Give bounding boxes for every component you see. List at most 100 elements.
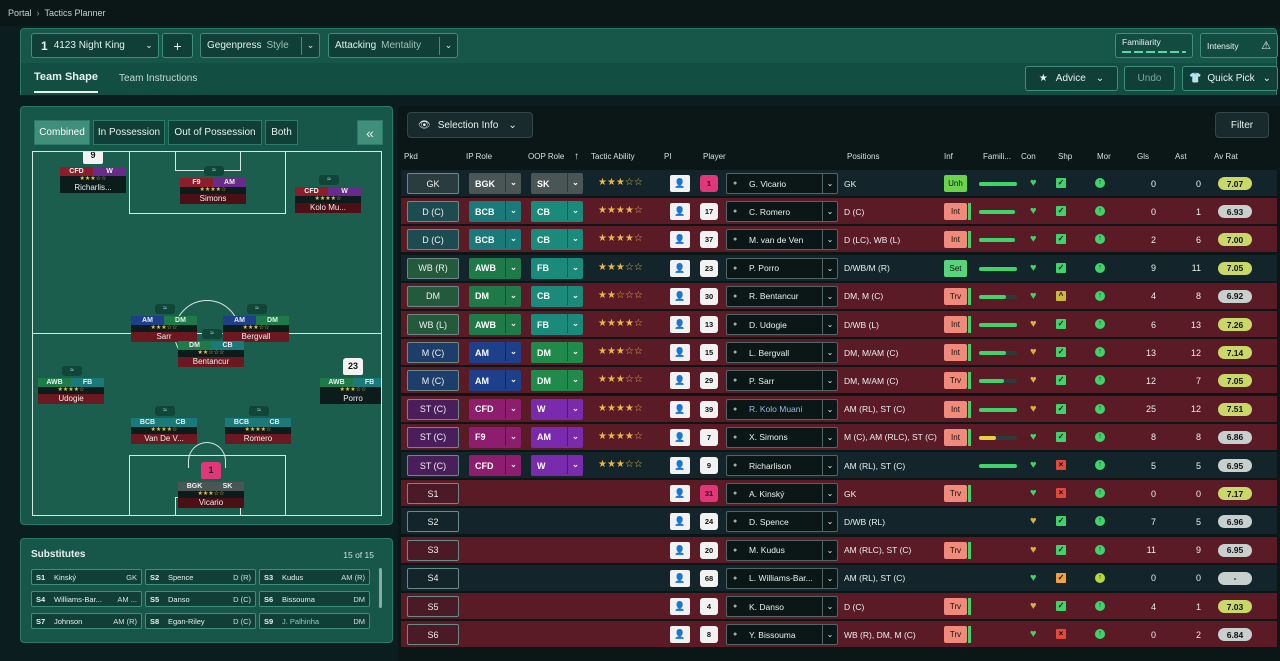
ip-role-select[interactable]: F9 ⌄	[469, 426, 521, 448]
player-instructions-button[interactable]: 👤	[670, 598, 690, 615]
player-select[interactable]: ● P. Sarr ⌄	[726, 370, 838, 392]
player-select[interactable]: ● D. Spence ⌄	[726, 511, 838, 533]
quick-pick-button[interactable]: 👕 Quick Pick ⌄	[1182, 66, 1278, 91]
column-header-inf[interactable]: Inf	[944, 151, 953, 161]
ip-role-select[interactable]: CFD ⌄	[469, 455, 521, 476]
picked-position[interactable]: WB (L)	[407, 314, 459, 335]
column-header-avrat[interactable]: Av Rat	[1214, 151, 1238, 161]
pitch-player-card[interactable]: DM CB ★★☆☆☆ Bentancur	[178, 341, 244, 367]
filter-button[interactable]: Filter	[1215, 112, 1269, 138]
substitute-item[interactable]: S6 Bissouma DM	[259, 591, 370, 607]
substitute-item[interactable]: S8 Egan-Riley D (C)	[145, 613, 256, 629]
player-select[interactable]: ● C. Romero ⌄	[726, 201, 838, 223]
table-row[interactable]: ST (C) CFD ⌄ W ⌄ ★★★★☆ 👤 39 ● R. Kolo Muani ⌄ AM (R…	[401, 395, 1277, 423]
player-instructions-button[interactable]: 👤	[670, 372, 690, 390]
column-header-oop-role[interactable]: OOP Role	[528, 151, 565, 161]
column-header-player[interactable]: Player	[703, 151, 726, 161]
column-header-con[interactable]: Con	[1021, 151, 1036, 161]
oop-role-select[interactable]: SK ⌄	[531, 173, 583, 194]
player-select[interactable]: ● R. Kolo Muani ⌄	[726, 398, 838, 420]
pitch-player-card[interactable]: BGK SK ★★★☆☆ Vicario	[178, 482, 244, 508]
pitch-player-card[interactable]: AWB FB ★★★★☆ Udogie	[38, 378, 104, 404]
picked-position[interactable]: ST (C)	[407, 455, 459, 476]
player-instructions-button[interactable]: 👤	[670, 541, 690, 559]
player-select[interactable]: ● L. Williams-Bar... ⌄	[726, 567, 838, 589]
substitute-item[interactable]: S5 Danso D (C)	[145, 591, 256, 607]
pitch-player-card[interactable]: AWB FB ★★★☆☆ Porro	[320, 378, 381, 404]
oop-role-select[interactable]: CB ⌄	[531, 201, 583, 223]
oop-role-select[interactable]: CB ⌄	[531, 285, 583, 307]
substitute-item[interactable]: S4 Williams-Bar... AM ...	[31, 591, 142, 607]
familiarity-meter[interactable]: Familiarity	[1115, 33, 1193, 58]
picked-position[interactable]: S5	[407, 596, 459, 617]
pitch-player-card[interactable]: AM DM ★★★☆☆ Sarr	[131, 316, 197, 342]
player-select[interactable]: ● K. Danso ⌄	[726, 596, 838, 617]
column-header-shp[interactable]: Shp	[1058, 151, 1073, 161]
pitch-player-card[interactable]: AM DM ★★★☆☆ Bergvall	[223, 316, 289, 342]
intensity-meter[interactable]: Intensity ⚠	[1200, 33, 1278, 58]
oop-role-select[interactable]: AM ⌄	[531, 426, 583, 448]
table-row[interactable]: GK BGK ⌄ SK ⌄ ★★★☆☆ 👤 1 ● G. Vicario ⌄ GK Unh ♥ ✓ ↑ 0 0 7.…	[401, 170, 1277, 197]
pitch-player-card[interactable]: BCB CB ★★★★☆ Van De V...	[131, 418, 197, 444]
column-header-famili[interactable]: Famili...	[983, 151, 1011, 161]
player-instructions-button[interactable]: 👤	[670, 175, 690, 192]
table-row[interactable]: M (C) AM ⌄ DM ⌄ ★★★☆☆ 👤 15 ● L. Bergvall ⌄ DM, M/AM…	[401, 339, 1277, 367]
picked-position[interactable]: S4	[407, 567, 459, 589]
table-row[interactable]: ST (C) F9 ⌄ AM ⌄ ★★★★☆ 👤 7 ● X. Simons ⌄ M (C), AM …	[401, 423, 1277, 451]
table-row[interactable]: S2 👤 24 ● D. Spence ⌄ D/WB (RL) ♥ ✓ ↑ 7 5 6.96	[401, 508, 1277, 536]
ip-role-select[interactable]: BCB ⌄	[469, 229, 521, 251]
add-tactic-button[interactable]: +	[162, 33, 193, 58]
player-instructions-button[interactable]: 👤	[670, 316, 690, 333]
advice-button[interactable]: ★ Advice ⌄	[1025, 66, 1118, 91]
player-instructions-button[interactable]: 👤	[670, 203, 690, 221]
player-instructions-button[interactable]: 👤	[670, 428, 690, 446]
undo-button[interactable]: Undo	[1124, 66, 1175, 91]
style-selector[interactable]: Gegenpress Style ⌄	[200, 33, 320, 58]
ip-role-select[interactable]: AM ⌄	[469, 370, 521, 392]
player-select[interactable]: ● Richarlison ⌄	[726, 455, 838, 476]
table-row[interactable]: S3 👤 20 ● M. Kudus ⌄ AM (RLC), ST (C) Trv ♥ ✓ ↑ 11 9…	[401, 536, 1277, 564]
pitch-player-card[interactable]: CFD W ★★★☆☆ Richarlis...	[60, 167, 126, 193]
ip-role-select[interactable]: AWB ⌄	[469, 314, 521, 335]
view-in-possession[interactable]: In Possession	[93, 120, 165, 145]
oop-role-select[interactable]: FB ⌄	[531, 314, 583, 335]
column-header-ast[interactable]: Ast	[1175, 151, 1187, 161]
table-row[interactable]: WB (L) AWB ⌄ FB ⌄ ★★★★☆ 👤 13 ● D. Udogie ⌄ D/WB (L)…	[401, 311, 1277, 338]
oop-role-select[interactable]: W ⌄	[531, 455, 583, 476]
player-select[interactable]: ● P. Porro ⌄	[726, 257, 838, 279]
player-select[interactable]: ● X. Simons ⌄	[726, 426, 838, 448]
player-instructions-button[interactable]: 👤	[670, 485, 690, 503]
column-header-mor[interactable]: Mor	[1097, 151, 1111, 161]
table-row[interactable]: WB (R) AWB ⌄ FB ⌄ ★★★☆☆ 👤 23 ● P. Porro ⌄ D/WB/M (R…	[401, 254, 1277, 282]
substitutes-scrollbar[interactable]	[379, 568, 382, 608]
pitch-player-card[interactable]: BCB CB ★★★★☆ Romero	[225, 418, 291, 444]
ip-role-select[interactable]: DM ⌄	[469, 285, 521, 307]
column-header-ip-role[interactable]: IP Role	[466, 151, 493, 161]
ip-role-select[interactable]: BCB ⌄	[469, 201, 521, 223]
picked-position[interactable]: S2	[407, 511, 459, 533]
table-row[interactable]: M (C) AM ⌄ DM ⌄ ★★★☆☆ 👤 29 ● P. Sarr ⌄ DM, M/AM (C)…	[401, 367, 1277, 395]
ip-role-select[interactable]: AWB ⌄	[469, 257, 521, 279]
substitute-item[interactable]: S1 Kinský GK	[31, 569, 142, 585]
ip-role-select[interactable]: AM ⌄	[469, 342, 521, 364]
player-instructions-button[interactable]: 👤	[670, 287, 690, 305]
picked-position[interactable]: GK	[407, 173, 459, 194]
picked-position[interactable]: S1	[407, 483, 459, 505]
player-instructions-button[interactable]: 👤	[670, 569, 690, 587]
player-select[interactable]: ● G. Vicario ⌄	[726, 173, 838, 194]
table-row[interactable]: D (C) BCB ⌄ CB ⌄ ★★★★☆ 👤 37 ● M. van de Ven ⌄ D (LC…	[401, 226, 1277, 254]
player-select[interactable]: ● M. Kudus ⌄	[726, 539, 838, 561]
table-row[interactable]: ST (C) CFD ⌄ W ⌄ ★★★☆☆ 👤 9 ● Richarlison ⌄ AM (RL),…	[401, 452, 1277, 479]
player-instructions-button[interactable]: 👤	[670, 626, 690, 644]
player-select[interactable]: ● M. van de Ven ⌄	[726, 229, 838, 251]
picked-position[interactable]: D (C)	[407, 229, 459, 251]
player-instructions-button[interactable]: 👤	[670, 400, 690, 418]
ip-role-select[interactable]: BGK ⌄	[469, 173, 521, 194]
column-header-positions[interactable]: Positions	[847, 151, 880, 161]
picked-position[interactable]: ST (C)	[407, 398, 459, 420]
column-header-gls[interactable]: Gls	[1137, 151, 1149, 161]
substitute-item[interactable]: S9 J. Palhinha DM	[259, 613, 370, 629]
substitute-item[interactable]: S2 Spence D (R)	[145, 569, 256, 585]
table-row[interactable]: DM DM ⌄ CB ⌄ ★★☆☆☆ 👤 30 ● R. Bentancur ⌄ DM, M (C) T…	[401, 282, 1277, 310]
table-row[interactable]: S5 👤 4 ● K. Danso ⌄ D (C) Trv ♥ ✓ ↑ 4 1 7.03	[401, 593, 1277, 620]
